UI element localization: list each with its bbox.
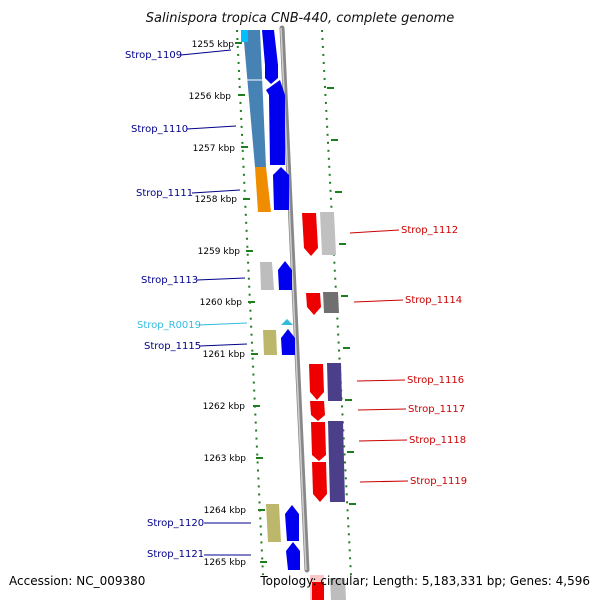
gene-label-strop-r0019[interactable]: Strop_R0019 bbox=[137, 320, 201, 331]
feature-block bbox=[327, 363, 342, 401]
gene-label-strop-1110[interactable]: Strop_1110 bbox=[131, 124, 188, 135]
reverse-features bbox=[302, 212, 346, 600]
cds-arrow bbox=[310, 401, 325, 421]
gene-label-strop-1113[interactable]: Strop_1113 bbox=[141, 275, 198, 286]
gene-label-strop-1117[interactable]: Strop_1117 bbox=[408, 404, 465, 415]
cds-arrow bbox=[306, 293, 321, 315]
tick-label: 1255 kbp bbox=[192, 40, 235, 50]
genome-summary-text: Topology: circular; Length: 5,183,331 bp… bbox=[260, 574, 590, 588]
genome-backbone bbox=[279, 25, 310, 573]
cds-arrow bbox=[281, 329, 295, 355]
gene-label-strop-1118[interactable]: Strop_1118 bbox=[409, 435, 466, 446]
cds-arrow bbox=[302, 213, 318, 256]
tick-label: 1265 kbp bbox=[204, 558, 247, 568]
feature-block bbox=[255, 167, 271, 212]
tick-label: 1263 kbp bbox=[204, 454, 247, 464]
gene-label-strop-1111[interactable]: Strop_1111 bbox=[136, 188, 193, 199]
cds-arrow bbox=[309, 364, 324, 400]
tick-label: 1260 kbp bbox=[200, 298, 243, 308]
accession-text: Accession: NC_009380 bbox=[9, 574, 146, 588]
feature-block bbox=[328, 421, 345, 502]
tick-label: 1259 kbp bbox=[198, 247, 241, 257]
feature-block bbox=[260, 262, 274, 290]
feature-block bbox=[323, 292, 339, 313]
gene-labels: Strop_1109 Strop_1110 Strop_1111 Strop_1… bbox=[125, 49, 467, 560]
gene-label-strop-1121[interactable]: Strop_1121 bbox=[147, 549, 204, 560]
gene-label-strop-1115[interactable]: Strop_1115 bbox=[144, 341, 201, 352]
tick-label: 1256 kbp bbox=[189, 92, 232, 102]
gene-label-strop-1119[interactable]: Strop_1119 bbox=[410, 476, 467, 487]
feature-block bbox=[266, 504, 281, 542]
map-title: Salinispora tropica CNB-440, complete ge… bbox=[146, 11, 454, 26]
cds-arrow bbox=[273, 167, 289, 210]
cds-arrow bbox=[286, 542, 300, 570]
scale-labels: 1255 kbp 1256 kbp 1257 kbp 1258 kbp 1259… bbox=[189, 40, 247, 568]
cds-arrow bbox=[312, 462, 327, 502]
tick-label: 1264 kbp bbox=[204, 506, 247, 516]
scale-ticks bbox=[235, 42, 356, 563]
gene-label-strop-1112[interactable]: Strop_1112 bbox=[401, 225, 458, 236]
feature-block bbox=[320, 212, 336, 255]
rna-marker bbox=[281, 319, 293, 325]
forward-features bbox=[241, 30, 281, 542]
tick-label: 1257 kbp bbox=[193, 144, 236, 154]
tick-label: 1261 kbp bbox=[203, 350, 246, 360]
gene-label-strop-1109[interactable]: Strop_1109 bbox=[125, 50, 182, 61]
tick-label: 1258 kbp bbox=[195, 195, 238, 205]
gene-label-strop-1114[interactable]: Strop_1114 bbox=[405, 295, 462, 306]
cds-arrow bbox=[311, 422, 326, 461]
forward-cds-arrows bbox=[262, 30, 300, 570]
feature-block bbox=[263, 330, 277, 355]
feature-block bbox=[243, 30, 266, 167]
cds-arrow bbox=[266, 80, 285, 165]
gene-label-strop-1116[interactable]: Strop_1116 bbox=[407, 375, 464, 386]
cds-arrow bbox=[262, 30, 278, 84]
gene-label-strop-1120[interactable]: Strop_1120 bbox=[147, 518, 204, 529]
cds-arrow bbox=[278, 261, 292, 290]
tick-label: 1262 kbp bbox=[203, 402, 246, 412]
cds-arrow bbox=[285, 505, 299, 541]
